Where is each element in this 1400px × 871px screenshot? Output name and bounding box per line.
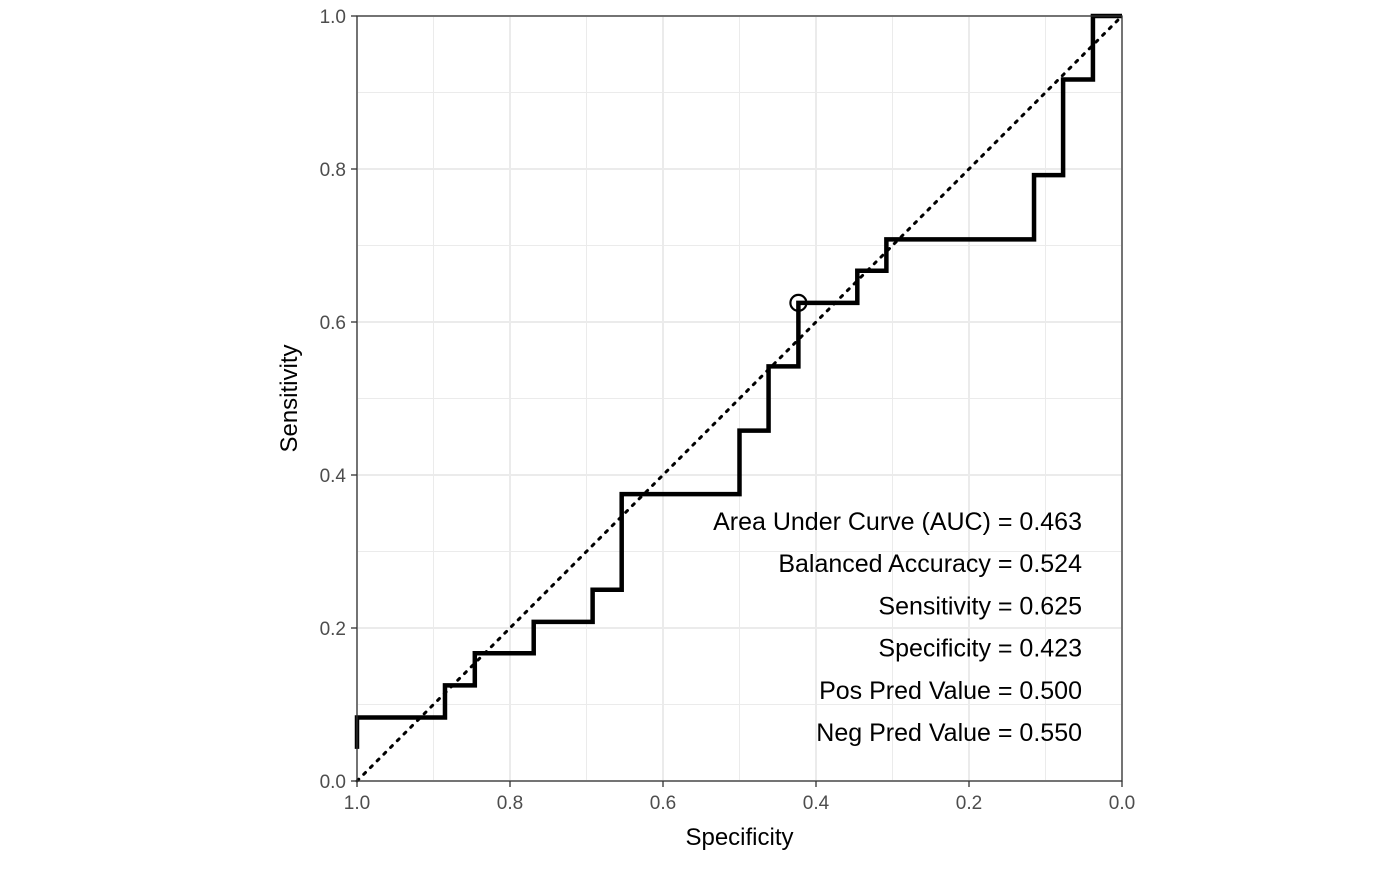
- x-tick-label: 0.4: [803, 793, 830, 814]
- x-tick-label: 0.8: [497, 793, 523, 814]
- y-tick-label: 0.2: [320, 619, 346, 640]
- roc-curve-line: [354, 13, 1122, 749]
- series-layer: [354, 13, 1124, 783]
- x-axis: 1.0 0.8 0.6 0.4 0.2 0.0: [344, 781, 1135, 814]
- annotation-text: Neg Pred Value = 0.550: [816, 719, 1082, 747]
- y-axis: 0.0 0.2 0.4 0.6 0.8 1.0: [320, 7, 357, 793]
- annotation-text: Pos Pred Value = 0.500: [819, 677, 1082, 705]
- annotation-text: Specificity = 0.423: [878, 635, 1082, 663]
- y-axis-title: Sensitivity: [276, 344, 303, 452]
- y-tick-label: 0.4: [320, 466, 347, 487]
- plot-border: [356, 15, 1123, 782]
- x-tick-label: 1.0: [344, 793, 370, 814]
- x-tick-label: 0.0: [1109, 793, 1135, 814]
- chance-diagonal-line: [355, 14, 1124, 783]
- optimal-threshold-marker: [789, 293, 808, 312]
- x-tick-label: 0.2: [956, 793, 982, 814]
- marker-layer: [789, 293, 808, 312]
- x-axis-title: Specificity: [685, 824, 793, 851]
- annotation-text: Area Under Curve (AUC) = 0.463: [713, 508, 1082, 536]
- y-tick-label: 0.8: [320, 160, 346, 181]
- x-tick-label: 0.6: [650, 793, 676, 814]
- annotation-text: Balanced Accuracy = 0.524: [778, 550, 1082, 578]
- annotations: Area Under Curve (AUC) = 0.463 Balanced A…: [713, 508, 1082, 747]
- y-tick-label: 0.6: [320, 313, 346, 334]
- y-tick-label: 0.0: [320, 772, 346, 793]
- annotation-text: Sensitivity = 0.625: [878, 592, 1082, 620]
- y-tick-label: 1.0: [320, 7, 346, 28]
